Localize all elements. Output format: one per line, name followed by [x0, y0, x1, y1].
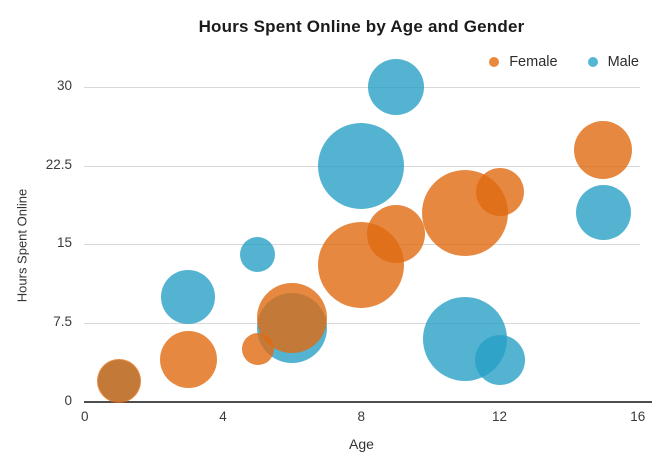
y-tick-label: 7.5 [53, 313, 72, 329]
legend-item-female[interactable]: Female [489, 54, 558, 70]
bubble-male-age-3 [161, 269, 216, 324]
y-tick-label: 22.5 [45, 156, 72, 172]
bubble-female-age-15 [574, 120, 633, 179]
bubble-female-age-3 [159, 331, 217, 389]
x-tick-label: 0 [81, 409, 89, 424]
bubble-male-age-5 [240, 237, 276, 273]
gridline-y-7.5 [84, 322, 640, 324]
y-axis-title: Hours Spent Online [14, 188, 30, 303]
female-dot-icon [489, 57, 500, 67]
x-axis-line [84, 400, 652, 403]
y-tick-label: 30 [56, 78, 72, 93]
x-axis-title: Age [349, 436, 374, 452]
x-tick-label: 4 [219, 409, 227, 424]
male-dot-icon [587, 57, 598, 67]
legend-label-male: Male [607, 54, 639, 70]
y-tick-label: 0 [64, 392, 72, 408]
legend-item-male[interactable]: Male [587, 54, 639, 70]
x-tick-label: 16 [630, 409, 646, 424]
bubble-male-age-9 [367, 59, 424, 115]
legend-label-female: Female [509, 54, 558, 70]
chart-title: Hours Spent Online by Age and Gender [198, 17, 525, 36]
bubble-female-age-12 [475, 167, 524, 216]
bubble-female-age-9 [366, 204, 425, 263]
bubble-male-age-8 [318, 122, 405, 209]
bubble-male-age-12 [474, 334, 525, 385]
x-tick-label: 12 [492, 409, 508, 424]
bubble-female-age-6 [257, 282, 328, 353]
bubble-male-age-15 [575, 185, 631, 241]
x-tick-label: 8 [357, 409, 366, 424]
y-tick-label: 15 [56, 235, 72, 251]
gridline-y-30 [84, 87, 640, 88]
legend: Female Male [489, 54, 639, 70]
bubble-female-age-1 [97, 358, 142, 403]
